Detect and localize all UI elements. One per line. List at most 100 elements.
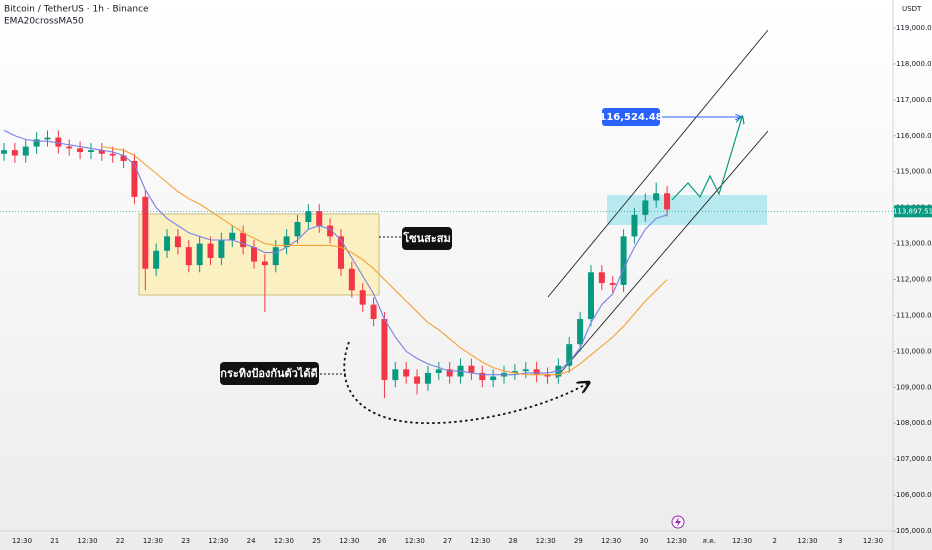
y-tick-label: 109,000.00 <box>896 383 932 391</box>
moving-average-line <box>101 146 668 376</box>
candle-body <box>522 369 529 372</box>
candle-body <box>109 153 116 156</box>
x-tick-label: 27 <box>443 537 452 545</box>
candle-body <box>642 200 649 215</box>
candle-body <box>381 319 388 381</box>
y-tick-label: 110,000.00 <box>896 347 932 355</box>
x-tick-label: 2 <box>773 537 777 545</box>
candle-body <box>479 372 486 381</box>
candle-body <box>653 193 660 201</box>
projection-path <box>671 117 742 201</box>
support-zone <box>607 195 767 225</box>
annotation: โซนสะสม <box>402 231 450 245</box>
candle-body <box>131 160 138 197</box>
x-tick-label: 30 <box>639 537 648 545</box>
y-tick-label: 107,000.00 <box>896 455 932 463</box>
candle-body <box>196 243 203 266</box>
candle-body <box>468 365 475 373</box>
candle-body <box>153 250 160 269</box>
x-tick-label: 12:30 <box>536 537 556 545</box>
last-price-label: 113,897.51 <box>893 207 932 215</box>
indicator-name: EMA20crossMA50 <box>4 17 84 27</box>
x-tick-label: 21 <box>50 537 59 545</box>
y-tick-label: 117,000.00 <box>896 96 932 104</box>
y-tick-label: 112,000.00 <box>896 276 932 284</box>
candle-body <box>283 236 290 248</box>
candle-body <box>631 214 638 237</box>
y-tick-label: 118,000.00 <box>896 60 932 68</box>
candle-body <box>392 369 399 381</box>
x-tick-label: 22 <box>116 537 125 545</box>
candle-body <box>218 239 225 258</box>
candle-body <box>272 247 279 266</box>
y-tick-label: 116,000.00 <box>896 132 932 140</box>
candle-body <box>316 211 323 226</box>
x-tick-label: 12:30 <box>143 537 163 545</box>
channel-lower <box>555 130 769 379</box>
candle-body <box>33 139 40 147</box>
x-tick-label: 12:30 <box>77 537 97 545</box>
candle-body <box>174 236 181 248</box>
candle-body <box>66 146 73 149</box>
candle-body <box>620 236 627 285</box>
annotation: กระทิงป้องกันตัวได้ดี <box>220 366 317 380</box>
candle-body <box>77 148 84 152</box>
candle-body <box>294 222 301 237</box>
candle-body <box>98 150 105 154</box>
y-tick-label: 108,000.00 <box>896 419 932 427</box>
x-tick-label: 25 <box>312 537 321 545</box>
x-tick-label: 12:30 <box>274 537 294 545</box>
candle-body <box>44 137 51 140</box>
candle-body <box>403 369 410 377</box>
candle-body <box>435 369 442 373</box>
candle-body <box>22 146 29 156</box>
candle-body <box>598 272 605 284</box>
x-tick-label: 26 <box>378 537 387 545</box>
last-price-tag <box>894 205 932 218</box>
candle-body <box>185 247 192 266</box>
x-tick-label: 12:30 <box>667 537 687 545</box>
candle-body <box>87 150 94 152</box>
candle-body <box>511 371 518 373</box>
x-tick-label: 29 <box>574 537 583 545</box>
candle-body <box>533 369 540 375</box>
candle-body <box>490 376 497 381</box>
y-tick-label: 105,000.00 <box>896 527 932 535</box>
candle-body <box>305 211 312 223</box>
candle-body <box>566 344 573 366</box>
x-tick-label: 23 <box>181 537 190 545</box>
candle-body <box>327 225 334 237</box>
x-tick-label: 3 <box>838 537 842 545</box>
x-tick-label: 12:30 <box>405 537 425 545</box>
y-unit: USDT <box>902 5 922 13</box>
target-label: 116,524.48 <box>599 112 662 123</box>
annotation-box <box>220 362 319 385</box>
x-tick-label: 28 <box>508 537 517 545</box>
x-tick-label: 12:30 <box>601 537 621 545</box>
recovery-arrow <box>343 341 588 424</box>
candle-body <box>164 236 171 251</box>
candle-body <box>261 261 268 266</box>
candle-body <box>207 243 214 258</box>
candle-body <box>370 304 377 320</box>
channel-upper <box>547 29 769 298</box>
candle-body <box>414 376 421 384</box>
x-tick-label: 12:30 <box>732 537 752 545</box>
x-tick-label: 12:30 <box>208 537 228 545</box>
candle-body <box>348 268 355 291</box>
x-tick-label: 24 <box>247 537 256 545</box>
candle-body <box>11 150 18 156</box>
candle-body <box>577 319 584 345</box>
candle-body <box>359 290 366 305</box>
y-tick-label: 119,000.00 <box>896 24 932 32</box>
chart-title: Bitcoin / TetherUS · 1h · Binance <box>4 5 149 15</box>
x-tick-label: ส.ค. <box>703 537 716 545</box>
candle-body <box>251 247 258 262</box>
candle-body <box>424 372 431 384</box>
y-tick-label: 106,000.00 <box>896 491 932 499</box>
event-icon-bolt <box>675 517 681 527</box>
y-tick-label: 113,000.00 <box>896 240 932 248</box>
candle-body <box>587 272 594 320</box>
